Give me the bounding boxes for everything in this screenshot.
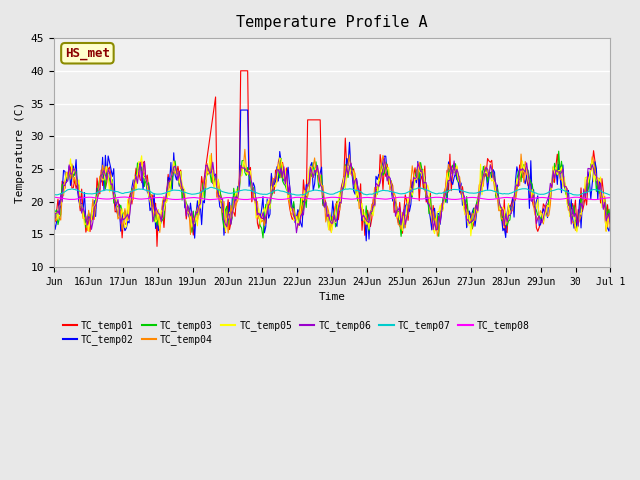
TC_temp03	[50, 223, 58, 229]
TC_temp03	[231, 196, 239, 202]
TC_temp05	[206, 153, 214, 158]
Legend: TC_temp01, TC_temp02, TC_temp03, TC_temp04, TC_temp05, TC_temp06, TC_temp07, TC_: TC_temp01, TC_temp02, TC_temp03, TC_temp…	[59, 317, 533, 349]
Title: Temperature Profile A: Temperature Profile A	[236, 15, 428, 30]
TC_temp05	[401, 220, 409, 226]
TC_temp07	[50, 192, 58, 198]
TC_temp05	[467, 233, 475, 239]
TC_temp03	[259, 235, 267, 241]
TC_temp01	[607, 206, 614, 212]
TC_temp04	[241, 146, 249, 152]
TC_temp08	[453, 196, 461, 202]
TC_temp03	[607, 220, 614, 226]
TC_temp03	[456, 179, 463, 184]
TC_temp02	[117, 228, 125, 234]
Line: TC_temp08: TC_temp08	[54, 197, 611, 200]
Y-axis label: Temperature (C): Temperature (C)	[15, 102, 25, 203]
Line: TC_temp06: TC_temp06	[54, 158, 611, 233]
TC_temp04	[457, 187, 465, 192]
TC_temp03	[117, 203, 125, 208]
TC_temp01	[233, 191, 241, 197]
TC_temp08	[456, 196, 463, 202]
TC_temp07	[401, 191, 409, 196]
TC_temp05	[456, 180, 463, 185]
TC_temp06	[50, 223, 58, 228]
Line: TC_temp02: TC_temp02	[54, 110, 611, 241]
TC_temp08	[607, 195, 614, 201]
TC_temp01	[454, 176, 462, 182]
TC_temp02	[362, 238, 370, 244]
TC_temp08	[272, 196, 280, 202]
TC_temp05	[607, 226, 614, 232]
TC_temp06	[292, 230, 300, 236]
TC_temp02	[457, 180, 465, 186]
TC_temp05	[233, 187, 241, 192]
TC_temp04	[607, 214, 614, 220]
TC_temp08	[589, 197, 597, 203]
TC_temp08	[233, 195, 241, 201]
TC_temp05	[117, 216, 125, 222]
TC_temp04	[272, 173, 280, 179]
TC_temp02	[454, 179, 462, 185]
TC_temp08	[121, 194, 129, 200]
TC_temp07	[272, 188, 280, 193]
TC_temp01	[117, 212, 125, 218]
TC_temp04	[231, 205, 239, 211]
TC_temp02	[50, 216, 58, 222]
TC_temp06	[381, 155, 388, 161]
TC_temp06	[231, 194, 239, 200]
TC_temp07	[207, 184, 215, 190]
TC_temp06	[270, 176, 278, 182]
TC_temp06	[457, 186, 465, 192]
TC_temp07	[117, 190, 125, 196]
Line: TC_temp04: TC_temp04	[54, 149, 611, 236]
TC_temp01	[273, 179, 281, 185]
TC_temp03	[272, 176, 280, 181]
TC_temp04	[454, 172, 462, 178]
TC_temp02	[403, 201, 410, 206]
TC_temp08	[117, 194, 125, 200]
TC_temp06	[607, 223, 614, 228]
TC_temp08	[401, 194, 409, 200]
TC_temp04	[433, 233, 441, 239]
TC_temp03	[555, 148, 563, 154]
Line: TC_temp01: TC_temp01	[54, 71, 611, 246]
TC_temp06	[403, 215, 410, 221]
TC_temp01	[50, 214, 58, 219]
TC_temp05	[453, 163, 461, 168]
Text: HS_met: HS_met	[65, 47, 110, 60]
TC_temp04	[401, 225, 409, 231]
Line: TC_temp03: TC_temp03	[54, 151, 611, 238]
TC_temp01	[403, 198, 410, 204]
TC_temp01	[237, 68, 244, 74]
TC_temp02	[272, 179, 280, 184]
TC_temp07	[456, 187, 463, 192]
TC_temp07	[607, 192, 614, 198]
TC_temp03	[453, 172, 461, 178]
TC_temp08	[50, 194, 58, 200]
TC_temp07	[233, 189, 241, 195]
TC_temp05	[272, 184, 280, 190]
Line: TC_temp07: TC_temp07	[54, 187, 611, 195]
TC_temp07	[453, 187, 461, 192]
Line: TC_temp05: TC_temp05	[54, 156, 611, 236]
TC_temp06	[454, 171, 462, 177]
TC_temp02	[607, 217, 614, 223]
TC_temp06	[117, 221, 125, 227]
TC_temp02	[231, 198, 239, 204]
X-axis label: Time: Time	[319, 292, 346, 302]
TC_temp04	[50, 218, 58, 224]
TC_temp02	[237, 107, 244, 113]
TC_temp01	[153, 243, 161, 249]
TC_temp01	[457, 192, 465, 197]
TC_temp03	[401, 212, 409, 218]
TC_temp05	[50, 215, 58, 220]
TC_temp04	[117, 208, 125, 214]
